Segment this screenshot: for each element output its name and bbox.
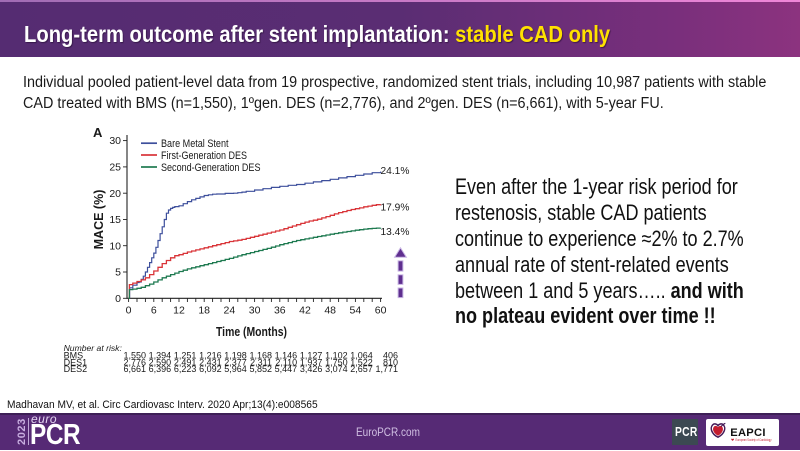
- svg-text:1,168: 1,168: [249, 350, 272, 360]
- svg-text:1,394: 1,394: [149, 350, 172, 360]
- svg-text:6,092: 6,092: [199, 364, 222, 374]
- svg-text:1,216: 1,216: [199, 350, 222, 360]
- svg-text:Time (Months): Time (Months): [216, 325, 287, 339]
- svg-text:DES2: DES2: [64, 364, 88, 374]
- svg-text:20: 20: [109, 188, 121, 200]
- svg-text:2,590: 2,590: [149, 357, 172, 367]
- svg-text:A: A: [93, 125, 103, 140]
- svg-text:MACE (%): MACE (%): [92, 190, 106, 250]
- svg-text:First-Generation DES: First-Generation DES: [161, 150, 247, 162]
- svg-text:Bare Metal Stent: Bare Metal Stent: [161, 138, 229, 150]
- svg-text:Number at risk:: Number at risk:: [64, 343, 123, 353]
- svg-text:1,937: 1,937: [300, 357, 323, 367]
- svg-text:810: 810: [383, 357, 398, 367]
- svg-text:3,426: 3,426: [300, 364, 323, 374]
- svg-text:2,657: 2,657: [350, 364, 373, 374]
- svg-text:1,102: 1,102: [325, 350, 348, 360]
- svg-text:2,377: 2,377: [224, 357, 247, 367]
- svg-text:17.9%: 17.9%: [381, 202, 410, 213]
- svg-text:30: 30: [249, 305, 261, 317]
- svg-text:1,198: 1,198: [224, 350, 247, 360]
- svg-text:24.1%: 24.1%: [381, 166, 410, 177]
- svg-text:2,491: 2,491: [174, 357, 197, 367]
- svg-text:Second-Generation DES: Second-Generation DES: [161, 162, 261, 174]
- svg-text:2,776: 2,776: [123, 357, 146, 367]
- svg-text:5,964: 5,964: [224, 364, 247, 374]
- svg-text:1,771: 1,771: [375, 364, 398, 374]
- svg-text:406: 406: [383, 350, 398, 360]
- svg-text:5,852: 5,852: [249, 364, 272, 374]
- svg-text:6,223: 6,223: [174, 364, 197, 374]
- svg-text:60: 60: [375, 305, 387, 317]
- svg-text:2,311: 2,311: [250, 357, 272, 367]
- svg-text:1,550: 1,550: [123, 350, 146, 360]
- svg-text:48: 48: [324, 305, 336, 317]
- svg-text:12: 12: [173, 305, 185, 317]
- svg-text:25: 25: [109, 162, 121, 174]
- svg-text:6,396: 6,396: [149, 364, 172, 374]
- svg-text:2,431: 2,431: [199, 357, 222, 367]
- svg-text:10: 10: [109, 240, 121, 252]
- svg-text:5,447: 5,447: [275, 364, 298, 374]
- svg-text:3,074: 3,074: [325, 364, 348, 374]
- svg-text:24: 24: [224, 305, 236, 317]
- svg-text:1,146: 1,146: [275, 350, 298, 360]
- svg-text:0: 0: [115, 293, 121, 305]
- svg-text:EAPCI: EAPCI: [730, 426, 766, 438]
- svg-text:DES1: DES1: [64, 357, 88, 367]
- svg-text:BMS: BMS: [64, 350, 84, 360]
- svg-text:54: 54: [350, 305, 362, 317]
- svg-text:1,750: 1,750: [325, 357, 348, 367]
- svg-text:6,661: 6,661: [123, 364, 146, 374]
- svg-text:18: 18: [198, 305, 210, 317]
- svg-text:1,127: 1,127: [300, 350, 323, 360]
- svg-text:2,110: 2,110: [275, 357, 297, 367]
- svg-text:13.4%: 13.4%: [381, 227, 410, 238]
- svg-text:36: 36: [274, 305, 286, 317]
- svg-text:30: 30: [109, 135, 121, 147]
- svg-text:0: 0: [126, 305, 132, 317]
- svg-text:42: 42: [299, 305, 311, 317]
- svg-text:6: 6: [151, 305, 157, 317]
- svg-text:European Society of Cardiology: European Society of Cardiology: [736, 437, 772, 441]
- svg-text:1,251: 1,251: [174, 350, 197, 360]
- svg-text:1,522: 1,522: [350, 357, 373, 367]
- svg-text:15: 15: [109, 214, 121, 226]
- svg-text:5: 5: [115, 267, 121, 279]
- svg-text:1,064: 1,064: [350, 350, 373, 360]
